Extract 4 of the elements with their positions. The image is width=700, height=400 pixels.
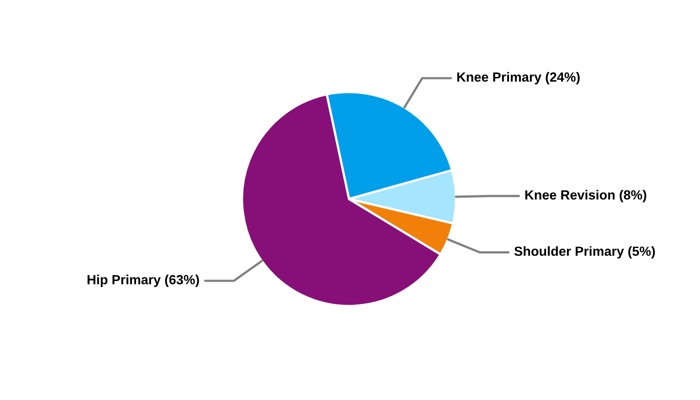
slice-label: Shoulder Primary (5%) bbox=[514, 246, 655, 259]
slice-label: Hip Primary (63%) bbox=[88, 274, 199, 287]
slice-label: Knee Revision (8%) bbox=[525, 190, 646, 202]
slice-label: Knee Primary (24%) bbox=[457, 72, 580, 84]
